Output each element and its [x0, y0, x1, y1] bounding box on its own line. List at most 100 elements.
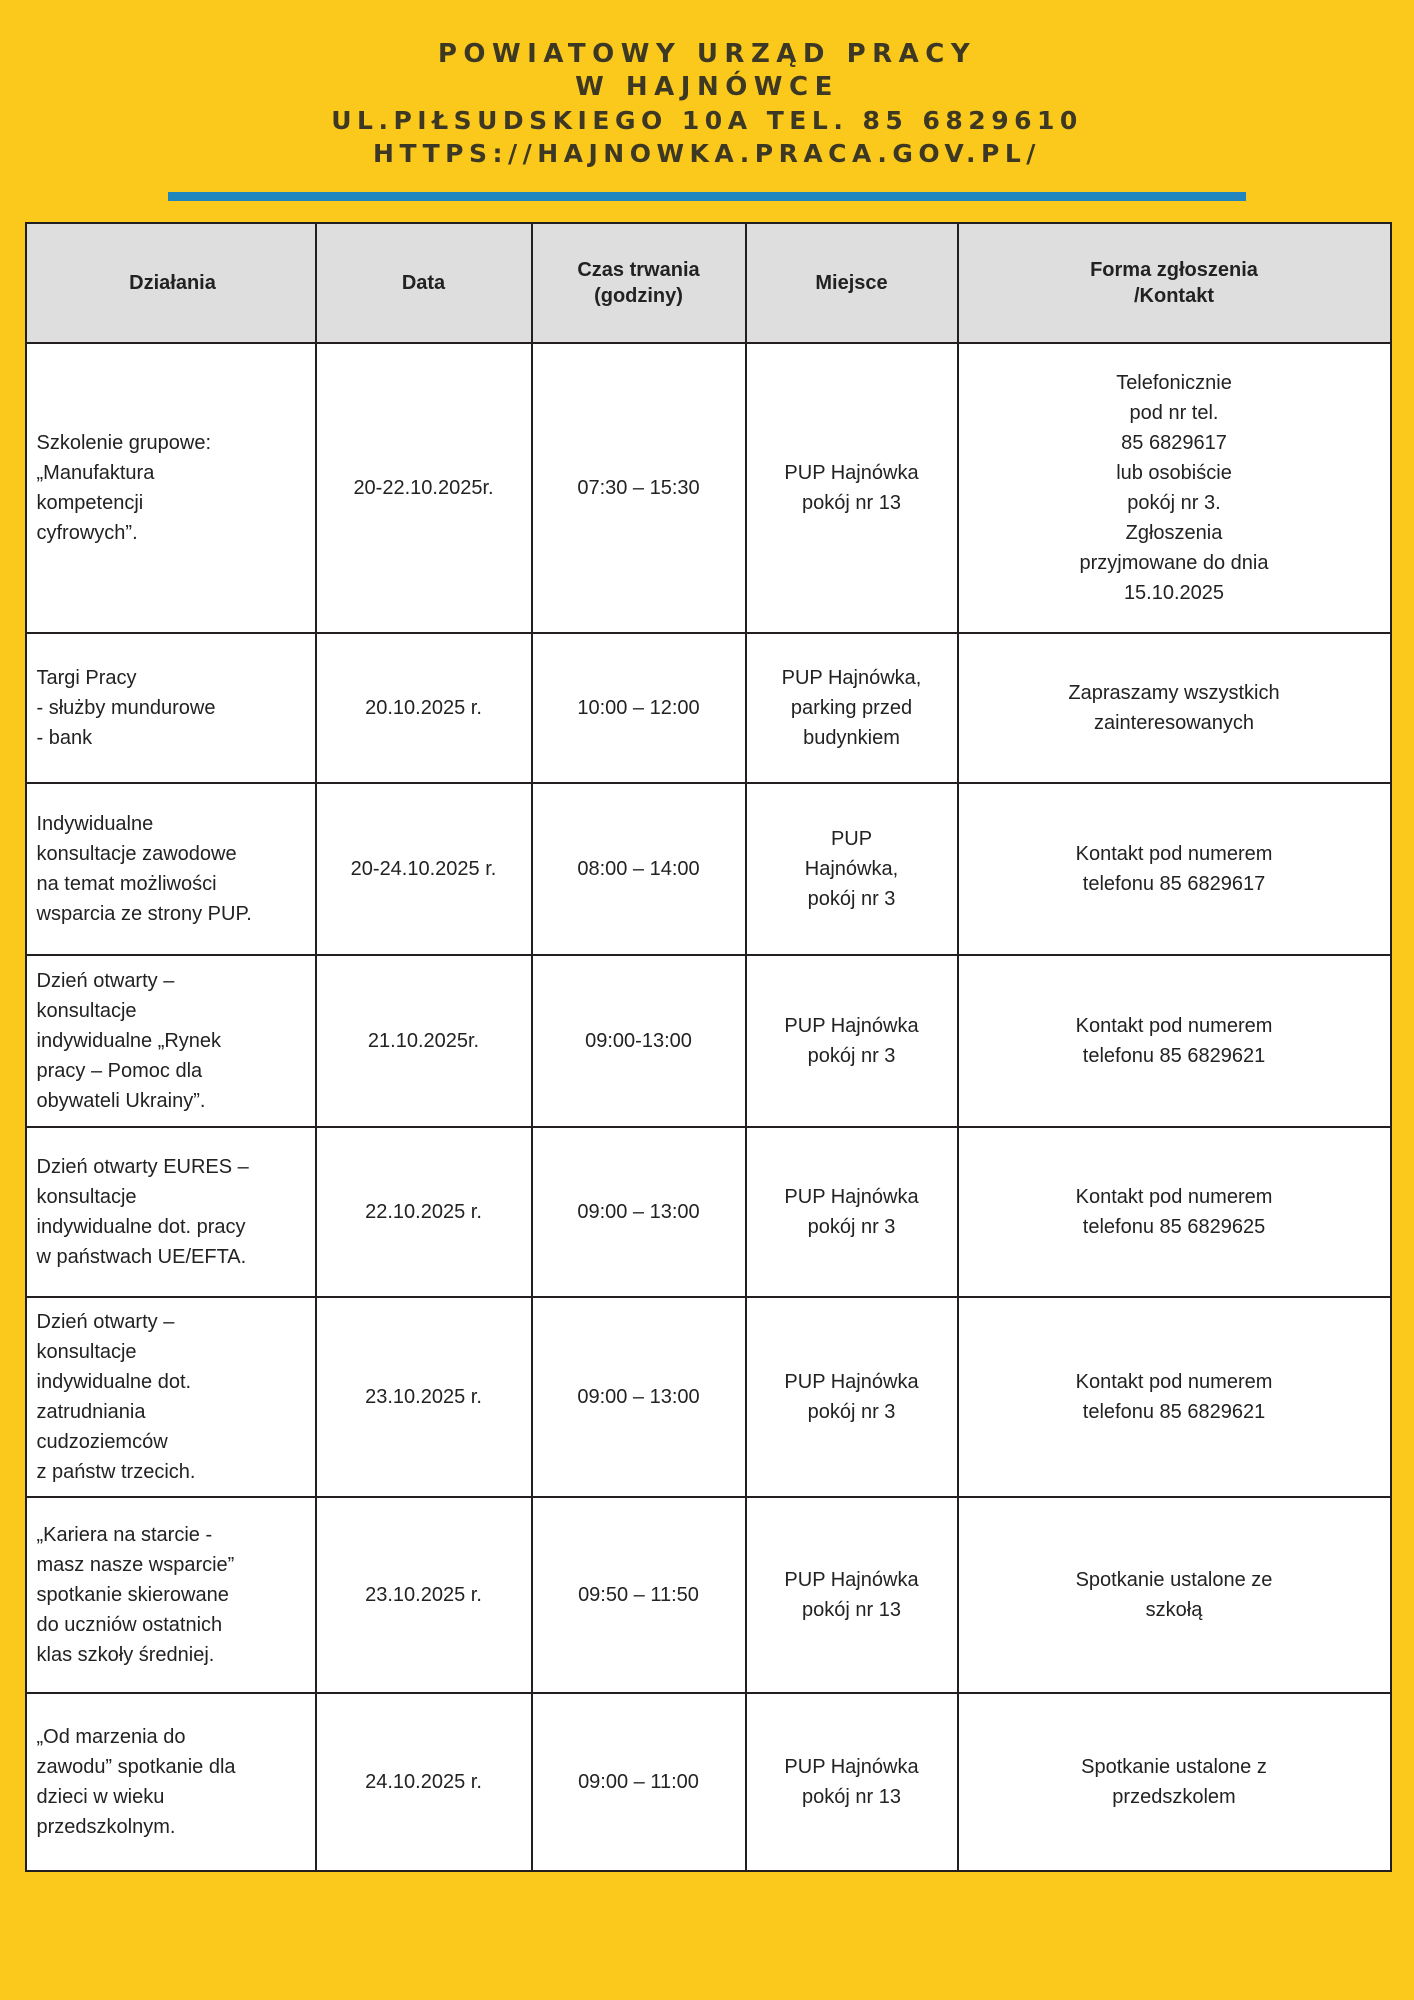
cell-activity-line: konsultacje zawodowe — [36, 843, 237, 865]
table-row: Dzień otwarty – konsultacje indywidualne „… — [24, 954, 1392, 1128]
cell-contact-line: przyjmowane do dnia — [1079, 552, 1269, 574]
cell-contact-line: szkołą — [1145, 1599, 1203, 1621]
cell-place-line: pokój nr 3 — [807, 1401, 896, 1423]
cell-contact: Spotkanie ustalone z przedszkolem — [956, 1692, 1392, 1872]
cell-activity-line: kompetencji — [36, 492, 144, 514]
cell-place: PUP Hajnówka pokój nr 3 — [744, 1126, 959, 1298]
cell-date-line: 20.10.2025 r. — [365, 697, 482, 719]
cell-activity: „Kariera na starcie - masz nasze wsparcie… — [24, 1496, 317, 1694]
table-head: Działania Data Czas trwania (godziny) Mi… — [24, 222, 1392, 344]
cell-place-line: pokój nr 13 — [802, 1786, 901, 1808]
cell-date-line: 21.10.2025r. — [367, 1030, 480, 1052]
cell-time-line: 10:00 – 12:00 — [577, 697, 700, 719]
cell-time-line: 09:00-13:00 — [585, 1030, 692, 1052]
cell-place-line: PUP Hajnówka, — [781, 667, 922, 689]
cell-place-line: pokój nr 13 — [802, 1599, 901, 1621]
cell-activity-line: konsultacje — [36, 1341, 137, 1363]
column-header-contact: Forma zgłoszenia /Kontakt — [956, 222, 1392, 344]
table-row: Dzień otwarty – konsultacje indywidualne d… — [24, 1296, 1392, 1498]
cell-date-line: 23.10.2025 r. — [365, 1386, 482, 1408]
cell-activity-line: zatrudniania — [36, 1401, 146, 1423]
table-row: „Kariera na starcie - masz nasze wsparcie… — [24, 1496, 1392, 1694]
cell-activity-line: spotkanie skierowane — [36, 1584, 229, 1606]
cell-place-line: pokój nr 3 — [807, 1045, 896, 1067]
cell-time: 09:00-13:00 — [530, 954, 747, 1128]
cell-contact-line: Zgłoszenia — [1125, 522, 1223, 544]
cell-contact: Spotkanie ustalone ze szkołą — [956, 1496, 1392, 1694]
table-row: Indywidualne konsultacje zawodowe na temat… — [24, 782, 1392, 956]
cell-contact-line: Kontakt pod numerem — [1075, 1015, 1273, 1037]
cell-contact-line: telefonu 85 6829625 — [1082, 1216, 1266, 1238]
cell-time: 08:00 – 14:00 — [530, 782, 747, 956]
cell-date: 22.10.2025 r. — [314, 1126, 533, 1298]
cell-activity-line: Dzień otwarty – — [36, 970, 175, 992]
cell-activity-line: „Od marzenia do — [36, 1726, 186, 1748]
cell-activity-line: indywidualne „Rynek — [36, 1030, 222, 1052]
divider-wrap — [0, 192, 1414, 201]
cell-place: PUP Hajnówka pokój nr 3 — [744, 954, 959, 1128]
cell-activity: „Od marzenia do zawodu” spotkanie dla dzie… — [24, 1692, 317, 1872]
cell-contact-line: telefonu 85 6829621 — [1082, 1045, 1266, 1067]
cell-time-line: 09:00 – 13:00 — [577, 1386, 700, 1408]
header-line-address-phone: UL.PIŁSUDSKIEGO 10A TEL. 85 6829610 — [331, 106, 1083, 135]
column-header-contact-line2: /Kontakt — [1134, 285, 1214, 307]
cell-contact-line: Zapraszamy wszystkich — [1068, 682, 1280, 704]
cell-activity-line: Dzień otwarty EURES – — [36, 1156, 249, 1178]
cell-date-line: 22.10.2025 r. — [365, 1201, 482, 1223]
schedule-table-wrap: Działania Data Czas trwania (godziny) Mi… — [24, 222, 1392, 1872]
cell-activity: Szkolenie grupowe: „Manufaktura kompetencj… — [24, 342, 317, 634]
cell-activity: Dzień otwarty EURES – konsultacje indywidu… — [24, 1126, 317, 1298]
cell-place-line: PUP Hajnówka — [784, 1569, 919, 1591]
cell-place-line: pokój nr 3 — [807, 1216, 896, 1238]
cell-contact-line: Telefonicznie — [1116, 372, 1232, 394]
cell-activity-line: Dzień otwarty – — [36, 1311, 175, 1333]
cell-activity-line: Targi Pracy — [36, 667, 137, 689]
poster-header: POWIATOWY URZĄD PRACY W HAJNÓWCE UL.PIŁS… — [0, 0, 1414, 170]
cell-activity-line: dzieci w wieku — [36, 1786, 165, 1808]
cell-date-line: 20-22.10.2025r. — [353, 477, 494, 499]
cell-contact-line: Kontakt pod numerem — [1075, 1371, 1273, 1393]
column-header-contact-line1: Forma zgłoszenia — [1090, 259, 1258, 281]
cell-place: PUP Hajnówka, pokój nr 3 — [744, 782, 959, 956]
cell-place-line: PUP Hajnówka — [784, 462, 919, 484]
table-header-row: Działania Data Czas trwania (godziny) Mi… — [24, 222, 1392, 344]
cell-activity-line: przedszkolnym. — [36, 1816, 176, 1838]
header-line-office-name: POWIATOWY URZĄD PRACY — [437, 39, 977, 69]
cell-contact-line: zainteresowanych — [1093, 712, 1255, 734]
cell-time-line: 09:00 – 11:00 — [578, 1771, 699, 1793]
cell-activity-line: pracy – Pomoc dla — [36, 1060, 203, 1082]
cell-date-line: 24.10.2025 r. — [365, 1771, 482, 1793]
cell-time-line: 07:30 – 15:30 — [577, 477, 700, 499]
cell-place-line: budynkiem — [803, 727, 900, 749]
cell-time: 09:00 – 13:00 — [530, 1296, 747, 1498]
cell-time: 09:00 – 11:00 — [530, 1692, 747, 1872]
cell-contact: Telefonicznie pod nr tel. 85 6829617 lub os… — [956, 342, 1392, 634]
cell-date: 21.10.2025r. — [314, 954, 533, 1128]
cell-date-line: 23.10.2025 r. — [365, 1584, 482, 1606]
cell-activity-line: cudzoziemców — [36, 1431, 168, 1453]
blue-divider-rule — [168, 192, 1246, 201]
cell-contact-line: 15.10.2025 — [1123, 582, 1225, 604]
cell-contact-line: Spotkanie ustalone ze — [1075, 1569, 1273, 1591]
cell-place: PUP Hajnówka pokój nr 13 — [744, 1692, 959, 1872]
cell-activity-line: „Manufaktura — [36, 462, 155, 484]
cell-contact-line: pokój nr 3. — [1127, 492, 1221, 514]
cell-activity-line: zawodu” spotkanie dla — [36, 1756, 236, 1778]
cell-time: 10:00 – 12:00 — [530, 632, 747, 784]
cell-place: PUP Hajnówka, parking przed budynkiem — [744, 632, 959, 784]
schedule-table: Działania Data Czas trwania (godziny) Mi… — [24, 222, 1392, 1872]
cell-activity-line: klas szkoły średniej. — [36, 1644, 215, 1666]
table-body: Szkolenie grupowe: „Manufaktura kompetencj… — [24, 342, 1392, 1872]
cell-activity-line: na temat możliwości — [36, 873, 217, 895]
cell-date: 23.10.2025 r. — [314, 1296, 533, 1498]
cell-contact-line: Kontakt pod numerem — [1075, 843, 1273, 865]
cell-place: PUP Hajnówka pokój nr 3 — [744, 1296, 959, 1498]
cell-contact-line: pod nr tel. — [1129, 402, 1219, 424]
cell-activity-line: Indywidualne — [36, 813, 154, 835]
column-header-duration: Czas trwania (godziny) — [530, 222, 747, 344]
cell-time: 07:30 – 15:30 — [530, 342, 747, 634]
cell-contact-line: 85 6829617 — [1121, 432, 1227, 454]
table-row: Dzień otwarty EURES – konsultacje indywidu… — [24, 1126, 1392, 1298]
cell-activity-line: z państw trzecich. — [36, 1461, 196, 1483]
cell-activity-line: konsultacje — [36, 1186, 137, 1208]
